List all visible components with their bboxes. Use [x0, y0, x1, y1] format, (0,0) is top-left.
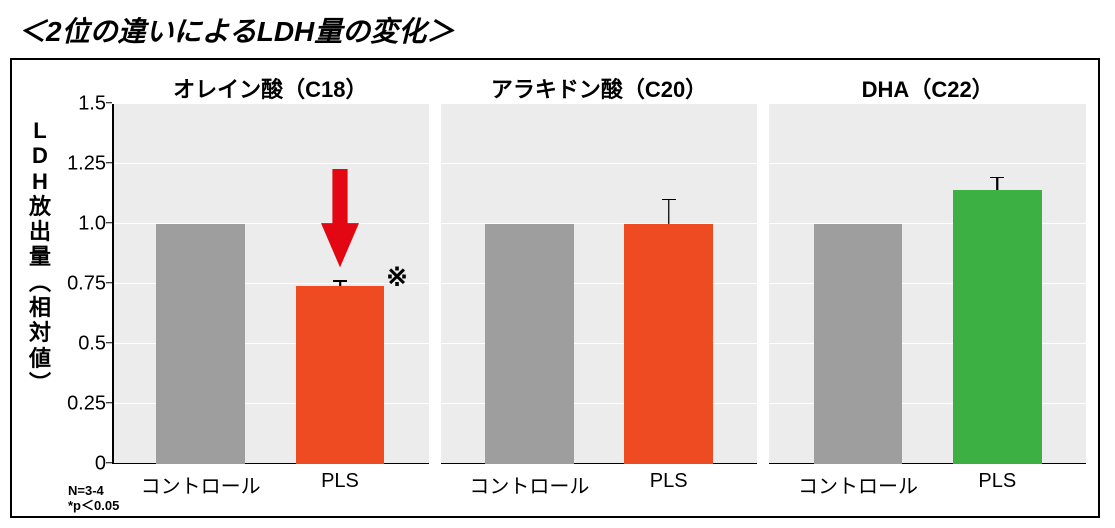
y-axis-label-char: 相 [28, 295, 52, 320]
bar: コントロール [156, 224, 245, 464]
plot-row: オレイン酸（C18）00.250.50.751.01.251.5コントロールPL… [112, 70, 1086, 464]
panel-title: オレイン酸（C18） [112, 72, 429, 104]
x-tick-label: コントロール [798, 470, 918, 499]
y-tick-label: 0.25 [60, 393, 106, 416]
bar: コントロール [814, 224, 903, 464]
y-axis-label-char: 放 [28, 194, 52, 219]
error-bar-cap [662, 199, 676, 201]
panel-title: アラキドン酸（C20） [441, 72, 758, 104]
y-axis-label-char: ︶ [28, 371, 52, 396]
y-axis-label-char: L [28, 118, 52, 143]
error-bar [668, 200, 670, 224]
chart-title: ＜2位の違いによるLDH量の変化＞ [18, 10, 1105, 50]
x-tick-label: コントロール [141, 470, 261, 499]
y-axis-label-char: 出 [28, 219, 52, 244]
y-tick-label: 1.5 [60, 93, 106, 116]
bar: PLS [953, 190, 1042, 464]
chart-panel: オレイン酸（C18）00.250.50.751.01.251.5コントロールPL… [112, 70, 429, 464]
bar: PLS [296, 286, 385, 464]
gridline [769, 103, 1086, 104]
gridline [769, 163, 1086, 164]
y-tick-label: 1.0 [60, 213, 106, 236]
bar: PLS [624, 224, 713, 464]
footnote-n: N=3-4 [68, 483, 119, 499]
x-tick-label: コントロール [469, 470, 589, 499]
chart-frame: LDH放出量︵相対値︶ N=3-4 *p＜0.05 オレイン酸（C18）00.2… [10, 58, 1100, 518]
error-bar-cap [333, 280, 347, 282]
gridline [112, 163, 429, 164]
y-tick-label: 1.25 [60, 153, 106, 176]
y-axis-label-char: D [28, 143, 52, 168]
chart-panel: DHA（C22） コントロール PLS [769, 70, 1086, 464]
error-bar [339, 282, 341, 287]
significance-mark: ※ [386, 261, 408, 292]
error-bar [997, 178, 999, 190]
y-axis-line [112, 104, 114, 464]
y-axis-label-char: ︵ [28, 270, 52, 295]
x-tick-label: PLS [321, 470, 359, 493]
x-tick-label: PLS [650, 470, 688, 493]
chart-panel: アラキドン酸（C20） コントロール PLS [441, 70, 758, 464]
error-bar-cap [990, 177, 1004, 179]
panel-title: DHA（C22） [769, 72, 1086, 104]
down-arrow-icon [321, 169, 359, 267]
gridline [441, 103, 758, 104]
bar: コントロール [485, 224, 574, 464]
gridline [112, 103, 429, 104]
y-tick-label: 0.75 [60, 273, 106, 296]
y-axis-label: LDH放出量︵相対値︶ [28, 118, 52, 396]
plot-area: 00.250.50.751.01.251.5コントロールPLS※ [112, 104, 429, 464]
plot-area: コントロール PLS [441, 104, 758, 464]
x-tick-label: PLS [978, 470, 1016, 493]
footnote-p: *p＜0.05 [68, 498, 119, 514]
gridline [441, 163, 758, 164]
y-axis-label-char: 量 [28, 244, 52, 269]
y-tick-label: 0.5 [60, 333, 106, 356]
y-axis-label-char: H [28, 169, 52, 194]
y-axis-label-char: 対 [28, 320, 52, 345]
plot-area: コントロール PLS [769, 104, 1086, 464]
footnote: N=3-4 *p＜0.05 [68, 483, 119, 514]
y-tick-label: 0 [60, 453, 106, 476]
y-axis-label-char: 値 [28, 346, 52, 371]
